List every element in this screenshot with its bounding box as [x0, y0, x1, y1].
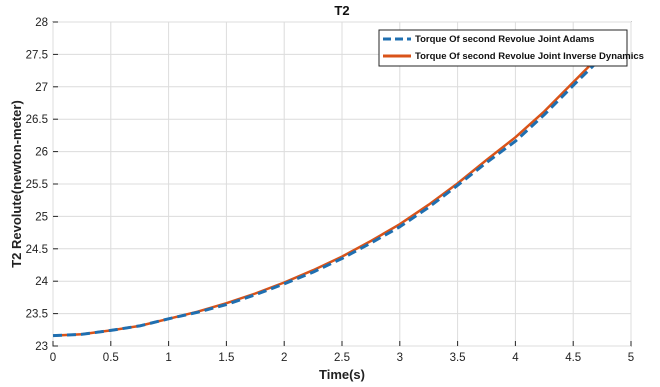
y-tick-label: 24 [35, 276, 48, 288]
x-tick-label: 2.5 [334, 352, 350, 364]
x-tick-label: 1.5 [218, 352, 234, 364]
legend-box [378, 29, 628, 67]
x-tick-label: 5 [628, 352, 634, 364]
y-tick-label: 28 [35, 17, 48, 29]
x-tick-label: 4 [512, 352, 519, 364]
series-group [52, 47, 611, 338]
series-line-inverse-dynamics [52, 47, 608, 337]
y-tick-label: 23 [35, 341, 48, 353]
x-tick-label: 4.5 [565, 352, 581, 364]
y-tick-label: 24.5 [26, 244, 48, 256]
y-tick-label: 27.5 [26, 49, 48, 61]
y-tick-label: 25 [35, 211, 48, 223]
axis-ticks: 0 0.5 1 1.5 2 2.5 3 3.5 4 4.5 5 23 23.5 24 24.5 25 25.5 2… [26, 17, 635, 364]
x-tick-label: 1 [165, 352, 171, 364]
legend-label-adams: Torque Of second Revolue Joint Adams [415, 34, 594, 45]
x-tick-label: 0 [50, 352, 56, 364]
chart-title: T2 [334, 3, 349, 18]
x-tick-label: 3 [397, 352, 403, 364]
x-tick-label: 3.5 [450, 352, 466, 364]
legend: Torque Of second Revolue Joint Adams Tor… [378, 29, 644, 67]
x-tick-label: 2 [281, 352, 287, 364]
y-tick-label: 25.5 [26, 179, 48, 191]
series-line-adams [52, 48, 611, 338]
y-tick-label: 27 [35, 82, 48, 94]
legend-label-inverse-dynamics: Torque Of second Revolue Joint Inverse D… [415, 51, 644, 62]
y-tick-label: 26 [35, 147, 48, 159]
grid [52, 21, 632, 347]
x-axis-label: Time(s) [319, 367, 365, 382]
y-axis-label: T2 Revolute(newton-meter) [9, 100, 24, 268]
x-tick-label: 0.5 [103, 352, 119, 364]
y-tick-label: 26.5 [26, 114, 48, 126]
y-tick-label: 23.5 [26, 309, 48, 321]
